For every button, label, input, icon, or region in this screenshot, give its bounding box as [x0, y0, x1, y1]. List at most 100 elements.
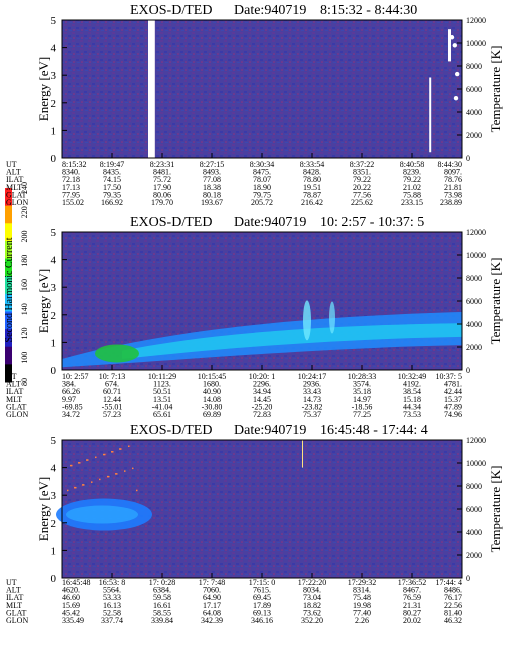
table-cell: 80.18: [203, 190, 221, 199]
table-cell: 10:11:29: [148, 372, 176, 381]
left-tick-label: 2: [51, 98, 57, 110]
table-cell: 8:23:31: [150, 160, 174, 169]
table-cell: 8:30:34: [250, 160, 274, 169]
table-cell: 17:22:20: [298, 578, 326, 587]
colorbar-swatch: [5, 311, 12, 330]
panel-2: EXOS-D/TED Date:940719 10: 2:57 - 10:37: 5…: [6, 215, 503, 419]
plasma-band: [62, 300, 462, 368]
table-cell: 20.02: [403, 616, 421, 625]
colorbar-swatch: [5, 240, 12, 260]
table-cell: 2.26: [355, 616, 369, 625]
table-cell: 35.18: [353, 387, 371, 396]
colorbar-swatch: [5, 258, 12, 277]
table-cell: 8:44:30: [438, 160, 462, 169]
table-cell: 205.72: [251, 198, 273, 207]
row-label: GLAT: [6, 608, 27, 617]
table-cell: -25.20: [252, 402, 273, 411]
table-cell: 8467.: [403, 586, 421, 595]
row-label: UT: [6, 372, 17, 381]
left-tick-label: 0: [51, 153, 57, 165]
table-cell: 79.22: [403, 175, 421, 184]
noise-dot: [74, 486, 76, 489]
table-cell: 17.89: [253, 601, 271, 610]
table-cell: 21.81: [444, 183, 462, 192]
table-cell: 9.97: [62, 395, 76, 404]
right-axis-label: Temperature [K]: [488, 46, 503, 133]
right-axis-label: Temperature [K]: [488, 258, 503, 345]
table-cell: 8:33:54: [300, 160, 324, 169]
table-cell: 8:19:47: [100, 160, 124, 169]
right-axis-label: Temperature [K]: [488, 466, 503, 553]
right-tick-label: 6000: [466, 505, 482, 514]
table-cell: 10:28:33: [348, 372, 376, 381]
right-tick-label: 12000: [466, 16, 486, 25]
table-cell: 78.07: [253, 175, 271, 184]
table-cell: 53.33: [103, 593, 121, 602]
noise-dot: [86, 459, 88, 461]
noise-dot: [99, 478, 101, 481]
table-cell: 79.22: [353, 175, 371, 184]
table-cell: 73.98: [444, 190, 462, 199]
table-cell: 8428.: [303, 168, 321, 177]
table-cell: -23.82: [302, 402, 323, 411]
colorbar-tick: 80: [20, 378, 29, 386]
colorbar-label: Second Harmonic Current: [4, 237, 15, 342]
table-cell: 75.37: [303, 410, 321, 419]
table-cell: 17:15: 0: [249, 578, 275, 587]
right-tick-label: 6000: [466, 297, 482, 306]
panel-time-range: 16:45:48 - 17:44: 4: [320, 423, 428, 438]
table-cell: 18.38: [203, 183, 221, 192]
table-cell: 8493.: [203, 168, 221, 177]
table-cell: 13.51: [153, 395, 171, 404]
right-tick-label: 12000: [466, 436, 486, 445]
table-cell: 75.72: [153, 175, 171, 184]
row-label: MLT: [6, 183, 22, 192]
noise-dot: [87, 459, 89, 461]
noise-dot: [79, 462, 81, 464]
table-cell: 8314.: [353, 586, 371, 595]
temperature-point: [455, 71, 460, 77]
table-cell: 10: 7:13: [99, 372, 125, 381]
noise-dot: [71, 464, 73, 467]
table-cell: 17:36:52: [398, 578, 426, 587]
table-cell: 8:40:58: [400, 160, 424, 169]
table-cell: 342.39: [201, 616, 223, 625]
table-cell: 81.40: [444, 608, 462, 617]
table-cell: 33.43: [303, 387, 321, 396]
row-label: ILAT: [6, 387, 23, 396]
noise-dot: [75, 486, 77, 489]
right-tick-label: 2000: [466, 551, 482, 560]
left-tick-label: 5: [51, 435, 57, 447]
row-label: GLON: [6, 410, 28, 419]
panel-date: Date:940719: [234, 215, 306, 230]
colorbar-tick: 220: [20, 206, 29, 218]
right-tick-label: 0: [466, 154, 470, 163]
left-axis-label: Energy [eV]: [36, 477, 51, 541]
table-cell: 15.69: [62, 601, 80, 610]
table-cell: 14.73: [303, 395, 321, 404]
colorbar-tick: 160: [20, 279, 29, 291]
table-cell: 52.58: [103, 608, 121, 617]
row-label: GLAT: [6, 190, 27, 199]
right-tick-label: 2000: [466, 131, 482, 140]
table-cell: 76.17: [444, 593, 462, 602]
table-cell: 80.06: [153, 190, 171, 199]
table-cell: -18.56: [352, 402, 373, 411]
colorbar-swatch: [5, 329, 12, 348]
left-tick-label: 2: [51, 518, 57, 530]
temperature-point: [452, 43, 457, 48]
table-cell: 10:37: 5: [436, 372, 462, 381]
spectrogram: [62, 20, 462, 158]
table-cell: 15.37: [444, 395, 462, 404]
table-cell: 17:29:32: [348, 578, 376, 587]
table-cell: 10: 2:57: [62, 372, 88, 381]
table-cell: 16:45:48: [62, 578, 90, 587]
table-cell: 21.02: [403, 183, 421, 192]
noise-dot: [108, 475, 110, 478]
table-cell: 8097.: [444, 168, 462, 177]
left-tick-label: 0: [51, 365, 57, 377]
noise-dot: [112, 451, 114, 453]
table-cell: 66.26: [62, 387, 80, 396]
table-cell: 674.: [105, 380, 119, 389]
noise-dot: [104, 453, 106, 456]
